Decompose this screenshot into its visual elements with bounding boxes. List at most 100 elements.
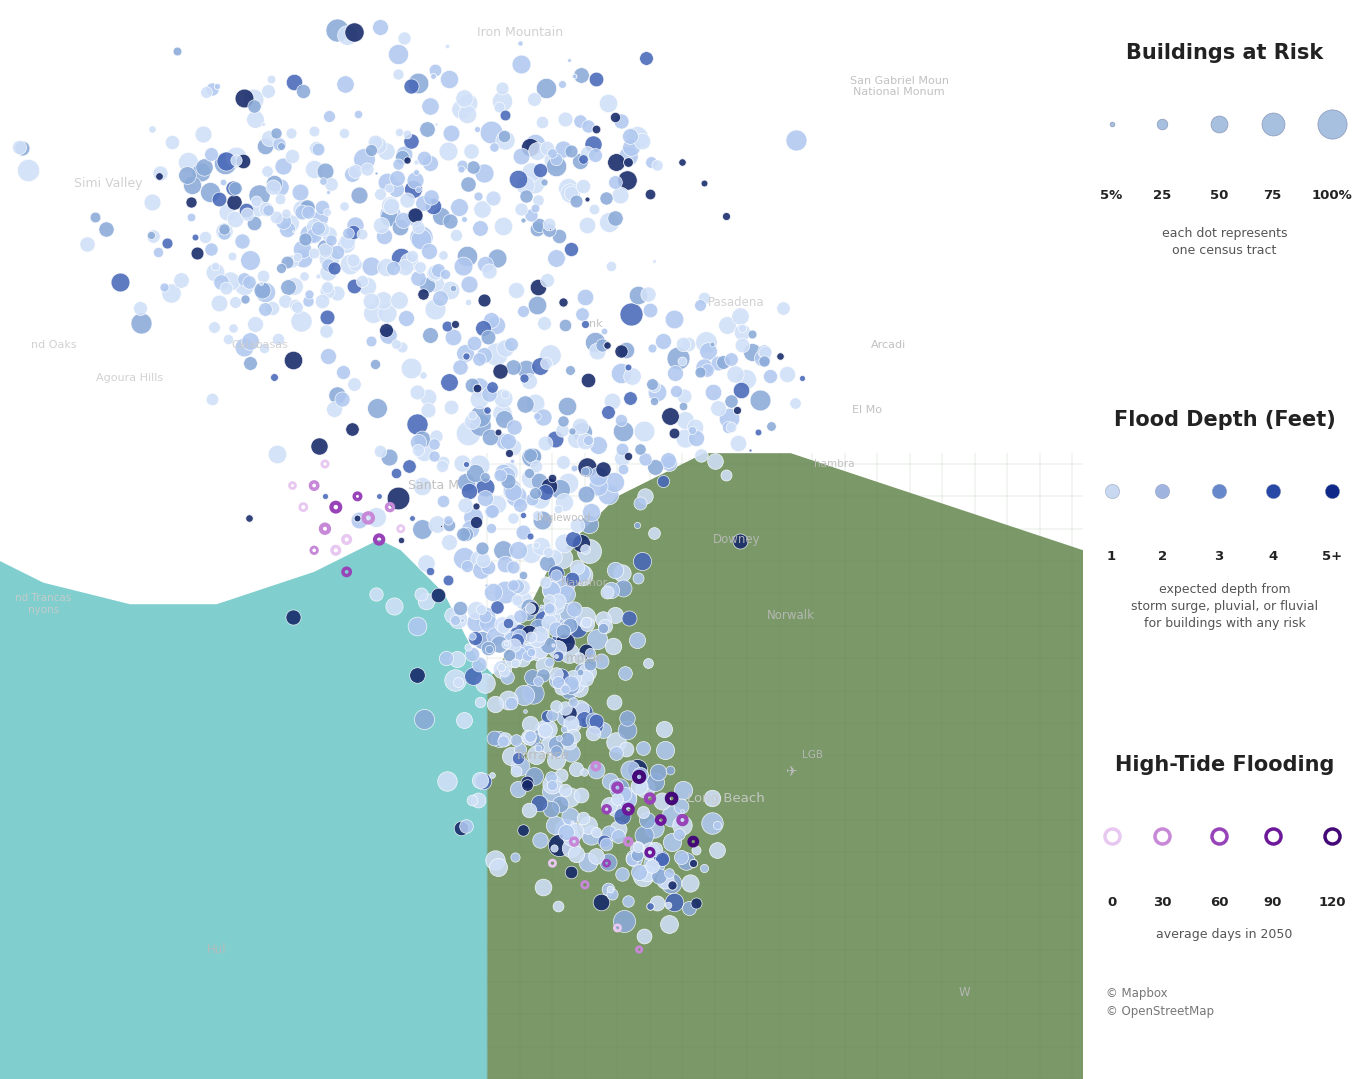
Point — [570, 418, 591, 435]
Point — [265, 124, 287, 141]
Point — [529, 357, 550, 374]
Point — [257, 163, 279, 180]
Point — [566, 516, 587, 533]
Point — [706, 817, 728, 834]
Point — [602, 638, 624, 655]
Point — [575, 613, 597, 630]
Text: 30: 30 — [1153, 896, 1172, 909]
Point — [505, 488, 527, 505]
Point — [497, 615, 519, 632]
Text: 0: 0 — [1106, 896, 1116, 909]
Point — [612, 579, 634, 597]
Point — [683, 855, 705, 872]
Point — [566, 845, 587, 862]
Point — [643, 393, 665, 410]
Point — [541, 609, 563, 626]
Point — [494, 132, 516, 149]
Point — [545, 598, 567, 615]
Point — [556, 603, 578, 620]
Point — [291, 203, 313, 220]
Point — [387, 155, 408, 173]
Point — [617, 833, 639, 850]
Point — [8, 138, 30, 155]
Point — [473, 551, 494, 569]
Point — [597, 853, 619, 871]
Point — [347, 106, 369, 123]
Point — [417, 120, 438, 137]
Point — [253, 268, 275, 285]
Point — [493, 127, 515, 145]
Point — [406, 383, 428, 400]
Point — [672, 153, 694, 170]
Point — [545, 751, 567, 768]
Point — [436, 650, 458, 667]
Point — [1152, 115, 1173, 133]
Point — [635, 864, 657, 882]
Point — [598, 824, 620, 842]
Point — [467, 456, 489, 474]
Point — [417, 276, 438, 293]
Point — [522, 490, 544, 507]
Point — [479, 428, 501, 446]
Point — [204, 257, 225, 274]
Point — [484, 851, 505, 869]
Point — [336, 27, 358, 44]
Point — [490, 660, 512, 678]
Point — [686, 894, 708, 912]
Point — [378, 498, 400, 516]
Point — [544, 548, 566, 565]
Point — [605, 606, 627, 624]
Point — [281, 477, 303, 494]
Point — [388, 489, 410, 506]
Point — [466, 602, 488, 619]
Point — [141, 193, 163, 210]
Point — [684, 429, 706, 447]
Point — [590, 893, 612, 911]
Point — [672, 811, 694, 829]
Point — [354, 150, 376, 167]
Point — [646, 156, 668, 174]
Point — [560, 361, 582, 379]
Point — [546, 500, 568, 517]
Point — [500, 747, 522, 764]
Point — [466, 121, 488, 138]
Point — [385, 465, 407, 482]
Point — [759, 418, 781, 435]
Point — [526, 220, 548, 237]
Point — [494, 730, 516, 748]
Point — [221, 247, 243, 264]
Point — [411, 478, 433, 495]
Point — [351, 226, 373, 243]
Point — [501, 358, 523, 375]
Point — [449, 100, 471, 118]
Point — [556, 730, 578, 748]
Point — [493, 663, 515, 680]
Point — [586, 630, 608, 647]
Point — [519, 528, 541, 545]
Point — [258, 129, 280, 147]
Point — [460, 412, 482, 429]
Point — [213, 174, 235, 191]
Point — [460, 627, 482, 644]
Point — [613, 786, 635, 803]
Text: hambra: hambra — [814, 459, 854, 469]
Point — [613, 913, 635, 930]
Point — [311, 199, 333, 216]
Text: San Gabriel Moun
National Monum: San Gabriel Moun National Monum — [850, 76, 948, 97]
Point — [451, 156, 473, 174]
Point — [451, 454, 473, 472]
Point — [492, 217, 514, 234]
Point — [266, 330, 288, 347]
Point — [195, 83, 217, 100]
Point — [575, 459, 597, 476]
Point — [500, 612, 522, 629]
Point — [474, 478, 496, 495]
Point — [269, 259, 291, 276]
Point — [578, 543, 600, 560]
Point — [497, 433, 519, 450]
Point — [572, 151, 594, 168]
Point — [473, 164, 494, 181]
Point — [566, 559, 587, 576]
Point — [535, 721, 557, 738]
Point — [523, 767, 545, 784]
